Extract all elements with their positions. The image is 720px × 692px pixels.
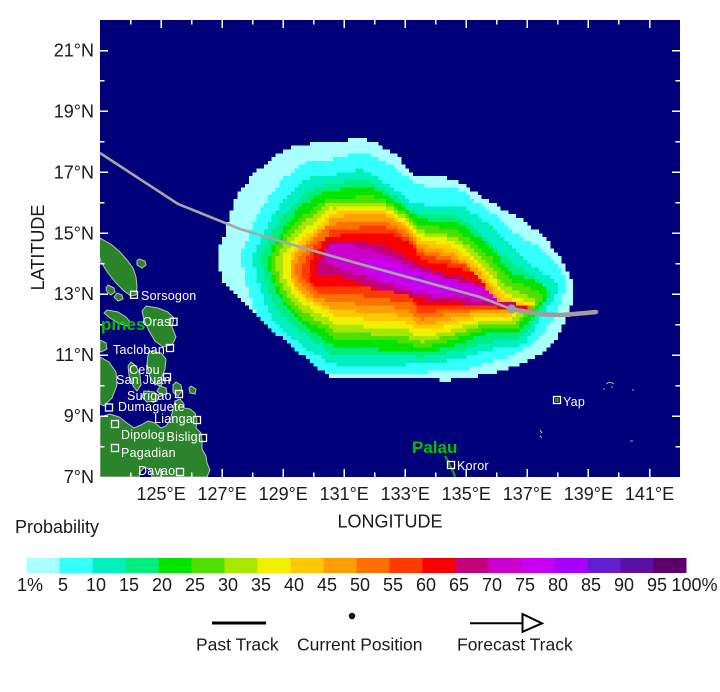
svg-text:35: 35 — [251, 575, 271, 595]
svg-text:125°E: 125°E — [136, 484, 185, 504]
svg-text:70: 70 — [482, 575, 502, 595]
svg-text:pines: pines — [101, 315, 145, 334]
svg-text:60: 60 — [416, 575, 436, 595]
svg-text:Dumaguete: Dumaguete — [118, 400, 185, 414]
svg-text:LATITUDE: LATITUDE — [28, 205, 48, 291]
svg-text:141°E: 141°E — [625, 484, 674, 504]
svg-text:17°N: 17°N — [54, 162, 94, 182]
svg-text:Surigao: Surigao — [127, 389, 172, 403]
svg-text:55: 55 — [383, 575, 403, 595]
svg-text:Yap: Yap — [563, 395, 585, 409]
svg-text:137°E: 137°E — [503, 484, 552, 504]
svg-text:11°N: 11°N — [55, 345, 94, 365]
svg-text:Bislig: Bislig — [167, 430, 198, 444]
svg-text:40: 40 — [284, 575, 304, 595]
svg-text:Current Position: Current Position — [297, 635, 422, 655]
svg-text:1%: 1% — [17, 575, 43, 595]
svg-text:30: 30 — [218, 575, 238, 595]
svg-text:129°E: 129°E — [259, 484, 308, 504]
svg-text:Tacloban: Tacloban — [113, 343, 165, 357]
svg-text:Dipolog: Dipolog — [121, 428, 165, 442]
svg-text:50: 50 — [350, 575, 370, 595]
svg-text:Koror: Koror — [457, 459, 489, 473]
svg-text:Probability: Probability — [15, 517, 99, 537]
svg-text:45: 45 — [317, 575, 337, 595]
svg-text:127°E: 127°E — [197, 484, 246, 504]
svg-text:5: 5 — [58, 575, 68, 595]
svg-text:San Juan: San Juan — [116, 373, 171, 387]
svg-text:139°E: 139°E — [564, 484, 613, 504]
svg-text:25: 25 — [185, 575, 205, 595]
svg-text:Pagadian: Pagadian — [121, 446, 176, 460]
svg-text:Oras: Oras — [143, 315, 171, 329]
svg-text:Cebu: Cebu — [129, 363, 160, 377]
svg-text:LONGITUDE: LONGITUDE — [337, 512, 442, 532]
svg-text:21°N: 21°N — [54, 41, 94, 61]
svg-text:135°E: 135°E — [442, 484, 491, 504]
svg-text:85: 85 — [581, 575, 601, 595]
svg-text:65: 65 — [449, 575, 469, 595]
svg-text:10: 10 — [86, 575, 106, 595]
svg-text:Palau: Palau — [412, 438, 457, 457]
svg-text:131°E: 131°E — [320, 484, 369, 504]
svg-text:90: 90 — [614, 575, 634, 595]
svg-text:20: 20 — [152, 575, 172, 595]
svg-text:95: 95 — [647, 575, 667, 595]
svg-text:100%: 100% — [671, 575, 717, 595]
svg-text:9°N: 9°N — [64, 406, 94, 426]
svg-text:Past Track: Past Track — [196, 635, 279, 655]
svg-text:133°E: 133°E — [381, 484, 430, 504]
svg-text:15°N: 15°N — [54, 223, 94, 243]
svg-text:Sorsogon: Sorsogon — [141, 289, 197, 303]
svg-text:Forecast Track: Forecast Track — [457, 635, 573, 655]
svg-text:19°N: 19°N — [54, 101, 94, 121]
svg-text:15: 15 — [119, 575, 139, 595]
svg-text:80: 80 — [548, 575, 568, 595]
svg-text:Lianga: Lianga — [154, 412, 193, 426]
svg-text:Davao: Davao — [138, 464, 175, 478]
svg-text:13°N: 13°N — [54, 284, 94, 304]
svg-text:75: 75 — [515, 575, 535, 595]
svg-text:7°N: 7°N — [64, 467, 94, 487]
